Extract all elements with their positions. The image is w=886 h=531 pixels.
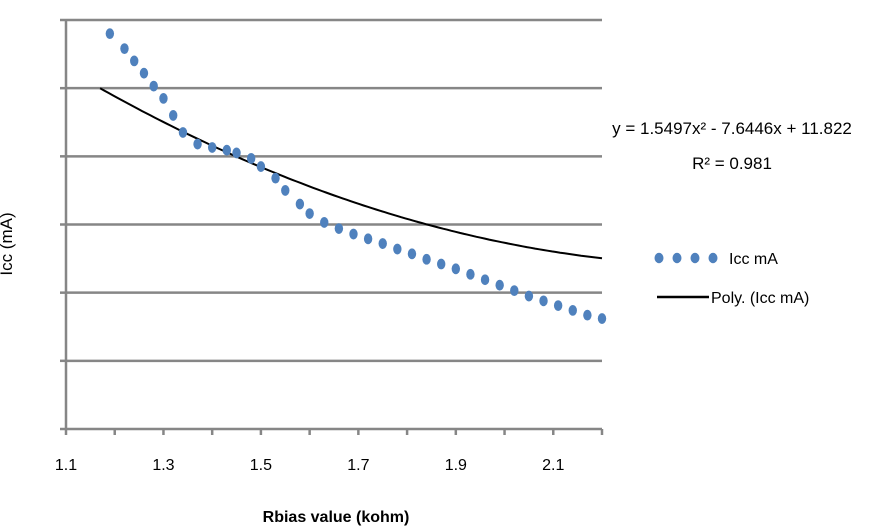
data-point: [207, 142, 217, 153]
data-point: [120, 43, 129, 55]
data-point: [305, 208, 314, 219]
data-point: [363, 233, 373, 245]
axes: [60, 18, 604, 435]
data-point: [393, 243, 402, 255]
data-point: [553, 300, 563, 312]
icc-series: [105, 28, 607, 324]
data-point: [246, 152, 256, 164]
legend-label-poly: Poly. (Icc mA): [711, 290, 809, 307]
x-tick-label: 2.1: [542, 457, 564, 474]
data-point: [256, 161, 266, 172]
data-point: [422, 253, 431, 265]
data-point: [597, 313, 607, 324]
trendline-equation: y = 1.5497x² - 7.6446x + 11.822: [612, 119, 852, 138]
x-tick-label: 1.7: [347, 457, 369, 474]
data-point: [149, 80, 158, 92]
x-tick-label: 1.3: [152, 457, 174, 474]
data-point: [407, 248, 417, 260]
legend-dot: [654, 252, 664, 264]
data-point: [281, 185, 290, 196]
x-tick-label: 1.5: [250, 457, 272, 474]
data-point: [105, 28, 115, 40]
data-point: [222, 144, 231, 156]
y-axis-title: Icc (mA): [0, 212, 16, 275]
legend-dot: [672, 252, 682, 264]
x-tick-label: 1.1: [55, 457, 77, 474]
data-point: [139, 67, 149, 79]
x-axis-title: Rbias value (kohm): [263, 509, 410, 526]
data-point: [159, 92, 168, 104]
data-point: [568, 304, 577, 316]
x-tick-labels: 1.1 1.3 1.5 1.7 1.9 2.1: [55, 457, 565, 474]
data-point: [539, 295, 548, 307]
legend-dot: [708, 252, 718, 264]
data-point: [583, 309, 592, 321]
data-point: [495, 279, 504, 291]
data-point: [378, 238, 387, 249]
data-point: [437, 258, 446, 270]
legend-dot: [690, 252, 700, 264]
data-point: [451, 263, 461, 275]
data-point: [178, 127, 188, 138]
r-squared-label: R² = 0.981: [692, 154, 772, 173]
data-point: [130, 55, 139, 67]
data-point: [169, 110, 178, 121]
data-point: [349, 228, 358, 240]
data-point: [320, 217, 329, 228]
x-tick-label: 1.9: [445, 457, 467, 474]
legend-marker-icc: [654, 252, 718, 264]
data-point: [480, 274, 490, 286]
data-point: [193, 138, 202, 150]
data-point: [466, 268, 475, 280]
data-point: [334, 223, 344, 234]
data-point: [232, 147, 241, 159]
data-point: [510, 285, 519, 297]
legend-label-icc: Icc mA: [729, 251, 778, 268]
data-point: [524, 290, 534, 302]
legend: Icc mA Poly. (Icc mA): [654, 251, 809, 307]
data-point: [295, 198, 305, 210]
data-point: [271, 172, 280, 184]
